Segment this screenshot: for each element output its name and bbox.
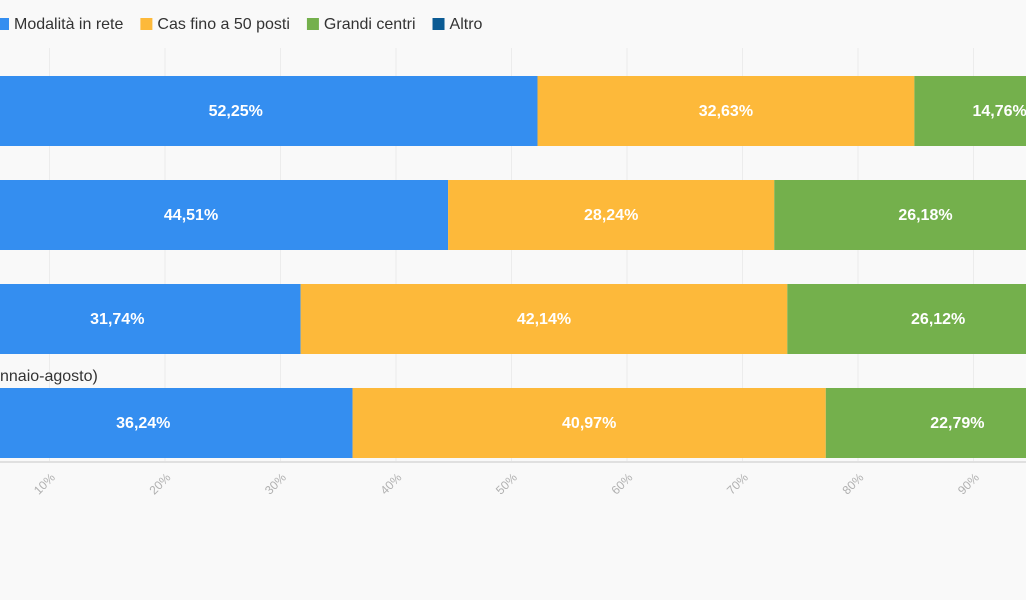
legend-swatch: [0, 18, 9, 30]
bar-segment: [0, 76, 538, 146]
legend-label: Modalità in rete: [14, 16, 123, 33]
x-tick-label: 20%: [146, 470, 173, 497]
bar-segment: [448, 180, 775, 250]
data-label: 42,14%: [517, 311, 571, 328]
x-tick-label: 60%: [608, 470, 635, 497]
data-label: 44,51%: [164, 207, 218, 224]
bar-segment: [0, 388, 353, 458]
data-label: 28,24%: [584, 207, 638, 224]
legend-swatch: [140, 18, 153, 30]
data-label: 22,79%: [930, 415, 984, 432]
data-label: 36,24%: [116, 415, 170, 432]
legend-label: Altro: [450, 16, 483, 33]
legend-swatch: [306, 18, 319, 30]
bar-segment: [537, 76, 915, 146]
legend-label: Grandi centri: [324, 16, 416, 33]
category-label: nnaio-agosto): [0, 368, 98, 385]
bar-segment: [914, 76, 1026, 146]
x-tick-label: 90%: [955, 470, 982, 497]
bar-segment: [352, 388, 826, 458]
data-label: 26,18%: [898, 207, 952, 224]
bar-segment: [0, 284, 301, 354]
data-label: 40,97%: [562, 415, 616, 432]
x-tick-label: 80%: [839, 470, 866, 497]
x-tick-label: 50%: [493, 470, 520, 497]
bar-segment: [825, 388, 1026, 458]
bar-segment: [774, 180, 1026, 250]
legend-swatch: [432, 18, 445, 30]
bar-segment: [787, 284, 1026, 354]
bar-segment: [0, 180, 449, 250]
x-tick-label: 40%: [377, 470, 404, 497]
x-tick-label: 30%: [262, 470, 289, 497]
data-label: 52,25%: [209, 103, 263, 120]
data-label: 32,63%: [699, 103, 753, 120]
x-tick-label: 10%: [31, 470, 58, 497]
x-tick-label: 70%: [724, 470, 751, 497]
data-label: 14,76%: [972, 103, 1026, 120]
legend-label: Cas fino a 50 posti: [157, 16, 290, 33]
bar-segment: [300, 284, 788, 354]
data-label: 31,74%: [90, 311, 144, 328]
data-label: 26,12%: [911, 311, 965, 328]
